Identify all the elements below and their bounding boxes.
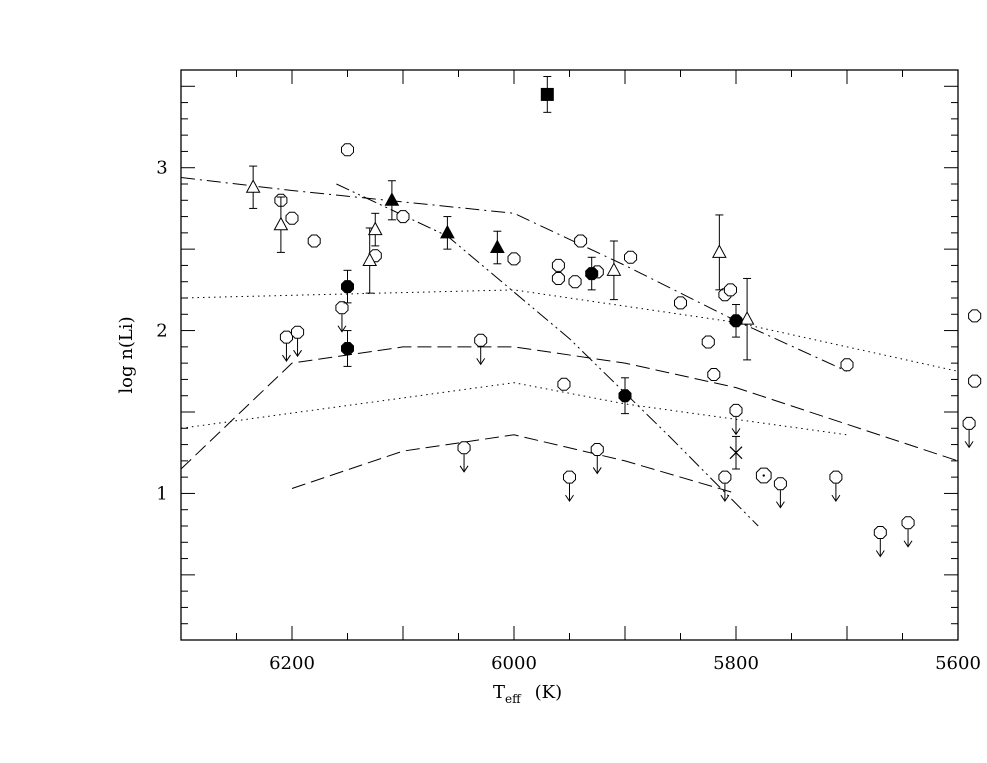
open-triangle-point bbox=[367, 221, 383, 236]
model-curve-dotted bbox=[180, 382, 848, 436]
filled-triangle-point bbox=[490, 239, 505, 254]
arrow-head bbox=[731, 428, 741, 436]
filled-triangle-point bbox=[384, 192, 400, 206]
open-circle-point bbox=[557, 377, 571, 391]
filled-square-point bbox=[540, 87, 554, 101]
open-triangle-point bbox=[273, 216, 289, 231]
open-circle-point bbox=[707, 368, 721, 381]
open-circle-point bbox=[285, 211, 299, 225]
axis-ticks bbox=[180, 70, 959, 640]
arrow-head bbox=[459, 465, 469, 473]
arrow-head bbox=[831, 494, 841, 503]
upper-limit-point bbox=[335, 301, 349, 315]
filled-circle-point bbox=[618, 389, 632, 403]
y-tick-label: 1 bbox=[156, 483, 167, 504]
arrow-head bbox=[565, 494, 574, 503]
open-circle-point bbox=[674, 296, 687, 310]
filled-circle-point bbox=[585, 267, 599, 281]
open-triangle-point bbox=[739, 311, 755, 325]
open-circle-point bbox=[624, 250, 638, 264]
open-circle-point bbox=[968, 309, 982, 323]
arrow-head bbox=[293, 349, 302, 358]
upper-limit-point bbox=[829, 470, 843, 484]
upper-limit-point bbox=[962, 416, 976, 430]
open-circle-point bbox=[723, 283, 737, 297]
filled-triangle-point bbox=[440, 224, 455, 239]
cross-point bbox=[729, 446, 743, 460]
model-curve-dotted bbox=[180, 289, 959, 372]
x-tick-label: 6000 bbox=[491, 653, 537, 674]
x-tick-label: 6200 bbox=[269, 653, 315, 674]
model-curve-dashed bbox=[180, 346, 959, 470]
arrow-head bbox=[875, 550, 885, 558]
arrow-head bbox=[476, 358, 486, 366]
arrow-head bbox=[775, 501, 785, 509]
center-dot bbox=[762, 474, 765, 477]
open-triangle-point bbox=[712, 244, 727, 258]
arrow-head bbox=[903, 540, 913, 548]
upper-limit-point bbox=[457, 441, 471, 455]
model-curve-dashdot bbox=[180, 177, 848, 372]
open-circle-point bbox=[551, 258, 565, 272]
arrow-head bbox=[720, 494, 730, 503]
open-circle-point bbox=[574, 234, 588, 248]
upper-limit-point bbox=[729, 403, 743, 417]
open-triangle-point bbox=[245, 179, 261, 193]
upper-limit-point bbox=[773, 477, 787, 491]
open-circle-point bbox=[341, 143, 354, 157]
upper-limit-point bbox=[873, 526, 887, 539]
upper-limit-point bbox=[474, 333, 488, 347]
x-tick-label: 5800 bbox=[713, 653, 759, 674]
filled-circle-point bbox=[341, 342, 354, 355]
arrow-head bbox=[592, 467, 602, 475]
arrow-head bbox=[337, 325, 347, 333]
open-triangle-point bbox=[606, 262, 622, 276]
model-curve-dashed bbox=[291, 434, 737, 494]
filled-circle-point bbox=[341, 280, 354, 294]
model-curve-dashdotdot bbox=[336, 183, 759, 527]
open-circle-point bbox=[551, 272, 565, 285]
open-circle-point bbox=[396, 210, 410, 224]
open-circle-point bbox=[701, 335, 715, 349]
upper-limit-point bbox=[279, 330, 293, 344]
y-tick-label: 2 bbox=[156, 321, 167, 342]
x-axis-label: Teff (K) bbox=[493, 682, 562, 706]
arrow-head bbox=[964, 441, 974, 449]
upper-limit-point bbox=[563, 470, 576, 484]
arrow-head bbox=[282, 354, 291, 362]
upper-limit-point bbox=[901, 516, 915, 530]
open-circle-point bbox=[307, 234, 321, 248]
data-points bbox=[245, 76, 982, 558]
open-circle-point bbox=[507, 252, 521, 266]
open-circle-point bbox=[840, 358, 854, 372]
upper-limit-point bbox=[718, 470, 732, 484]
x-tick-label: 5600 bbox=[935, 653, 981, 674]
upper-limit-point bbox=[291, 325, 305, 339]
tick-labels: 6200 6000 5800 5600 1 2 3 bbox=[156, 158, 981, 674]
upper-limit-point bbox=[590, 443, 604, 456]
y-tick-label: 3 bbox=[156, 158, 167, 179]
open-triangle-point bbox=[362, 252, 378, 267]
open-circle-point bbox=[568, 275, 582, 289]
filled-circle-point bbox=[729, 314, 743, 328]
y-axis-label: log n(Li) bbox=[116, 316, 137, 393]
open-circle-point bbox=[968, 374, 982, 388]
